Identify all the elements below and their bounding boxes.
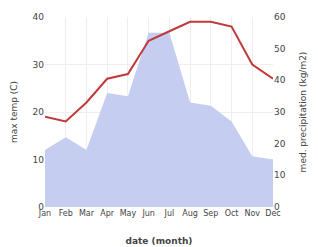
svg-text:Oct: Oct — [225, 209, 239, 218]
svg-text:10: 10 — [33, 155, 45, 165]
svg-text:0: 0 — [38, 202, 44, 212]
svg-text:30: 30 — [274, 107, 286, 117]
svg-text:10: 10 — [274, 170, 286, 180]
svg-text:Sep: Sep — [203, 209, 218, 218]
svg-text:Apr: Apr — [100, 209, 115, 218]
svg-text:Nov: Nov — [244, 209, 260, 218]
svg-text:20: 20 — [33, 107, 45, 117]
svg-text:50: 50 — [274, 44, 286, 54]
svg-text:40: 40 — [33, 12, 45, 22]
svg-text:30: 30 — [33, 60, 45, 70]
svg-text:date (month): date (month) — [126, 236, 193, 246]
svg-text:0: 0 — [274, 202, 280, 212]
svg-text:60: 60 — [274, 12, 286, 22]
svg-text:max temp (C): max temp (C) — [9, 81, 19, 143]
svg-text:May: May — [120, 209, 137, 218]
svg-text:Jul: Jul — [164, 209, 175, 218]
svg-text:Mar: Mar — [79, 209, 95, 218]
svg-text:med. precipitation (kg/m2): med. precipitation (kg/m2) — [298, 52, 308, 173]
svg-text:20: 20 — [274, 139, 286, 149]
svg-text:Feb: Feb — [59, 209, 73, 218]
svg-text:Dec: Dec — [265, 209, 280, 218]
svg-text:Jan: Jan — [38, 209, 51, 218]
svg-text:40: 40 — [274, 75, 286, 85]
svg-text:Jun: Jun — [141, 209, 155, 218]
svg-text:Aug: Aug — [182, 209, 198, 218]
